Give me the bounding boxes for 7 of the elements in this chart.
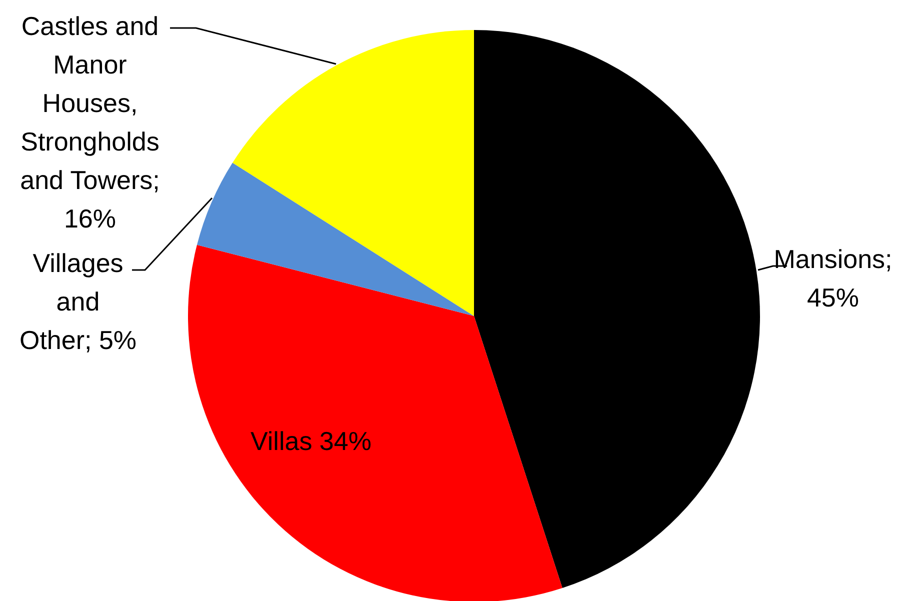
pie-slice <box>196 162 474 316</box>
slice-label: Castles and Manor Houses, Strongholds and Towers; 16% <box>20 11 160 234</box>
slice-label: Villas 34% <box>250 426 372 456</box>
pie-slice <box>188 244 562 601</box>
pie-slice <box>232 30 474 316</box>
slice-label: Villages and Other; 5% <box>19 248 137 355</box>
slice-label: Mansions; 45% <box>774 244 892 312</box>
